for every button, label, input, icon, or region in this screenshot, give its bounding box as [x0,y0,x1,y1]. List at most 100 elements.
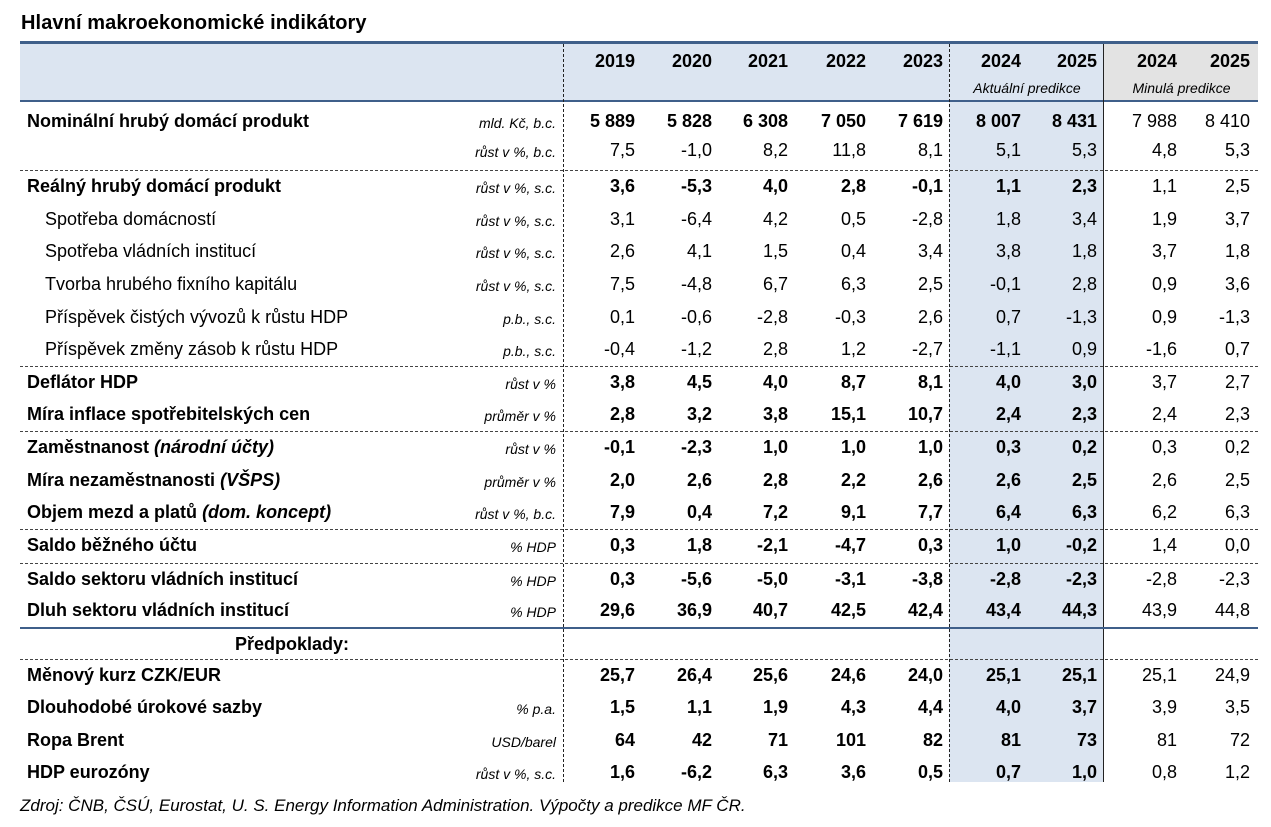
cell-value: 1,6 [609,762,635,782]
cell-value: -0,2 [1065,535,1097,555]
cell-value: 7,9 [609,502,635,522]
cell-value: 1,8 [686,535,712,555]
cell-value: 2,6 [1151,470,1177,490]
cell-value: 6 308 [742,111,788,131]
cell-value: 6,2 [1151,502,1177,522]
cell-value: 29,6 [599,600,635,620]
row-separator [20,431,1258,432]
cell-value: 0,3 [995,437,1021,457]
cell-value: 0,7 [1224,339,1250,359]
row-unit: % HDP [510,573,556,589]
row-label-text: Dluh sektoru vládních institucí [27,600,290,620]
row-separator [20,563,1258,564]
cell-value: -0,1 [603,437,635,457]
cell-value: 1,1 [1151,176,1177,196]
cell-value: 3,7 [1151,241,1177,261]
cell-value: 1,0 [1071,762,1097,782]
cell-value: 2,4 [1151,404,1177,424]
row-label-text: Saldo běžného účtu [27,535,198,555]
row-unit: růst v %, s.c. [475,213,556,229]
cell-value: 2,0 [609,470,635,490]
cell-value: 2,5 [1224,470,1250,490]
cell-value: 1,4 [1151,535,1177,555]
row-unit: % HDP [510,539,556,555]
cell-value: 26,4 [676,665,712,685]
cell-value: 2,8 [609,404,635,424]
cell-value: 3,4 [917,241,943,261]
cell-value: 1,2 [1224,762,1250,782]
table-row: Nominální hrubý domácí produkt mld. Kč, b… [20,107,1258,137]
cell-value: 2,7 [1224,372,1250,392]
cell-value: -0,1 [989,274,1021,294]
row-label-text: Míra nezaměstnanosti [27,470,216,490]
cell-value: 0,2 [1071,437,1097,457]
cell-value: 0,3 [917,535,943,555]
cell-value: -5,0 [756,569,788,589]
row-label: Příspěvek změny zásob k růstu HDP [45,339,338,360]
row-label: Saldo sektoru vládních institucí [27,569,298,590]
cell-value: 8,1 [917,372,943,392]
cell-value: -5,3 [680,176,712,196]
row-unit: p.b., s.c. [503,343,556,359]
cell-value: -0,4 [603,339,635,359]
row-unit: růst v % [505,441,556,457]
cell-value: 7,5 [609,274,635,294]
cell-value: 5 828 [666,111,712,131]
cell-value: 2,5 [917,274,943,294]
row-label: Příspěvek čistých vývozů k růstu HDP [45,307,348,328]
cell-value: 1,1 [686,697,712,717]
cell-value: 0,8 [1151,762,1177,782]
row-label: Objem mezd a platů (dom. koncept) [27,502,331,523]
actual-prediction-left-divider [949,44,950,782]
cell-value: 4,1 [686,241,712,261]
cell-value: -1,3 [1065,307,1097,327]
cell-value: 0,9 [1071,339,1097,359]
table-row: Měnový kurz CZK/EUR 25,7 26,4 25,6 24,6 24,0 2… [20,661,1258,691]
cell-value: 3,4 [1071,209,1097,229]
cell-value: 7,5 [609,140,635,160]
row-label: Dluh sektoru vládních institucí [27,600,289,621]
row-label: Ropa Brent [27,730,124,751]
cell-value: -4,7 [834,535,866,555]
header-separator [20,100,1258,102]
row-unit: p.b., s.c. [503,311,556,327]
row-label: Spotřeba vládních institucí [45,241,256,262]
table-row: Dluh sektoru vládních institucí % HDP 29,6… [20,596,1258,626]
row-label: Reálný hrubý domácí produkt [27,176,281,197]
page-title: Hlavní makroekonomické indikátory [21,12,367,34]
row-unit: růst v % [505,376,556,392]
cell-value: -2,7 [911,339,943,359]
row-label: Míra nezaměstnanosti (VŠPS) [27,470,280,491]
row-label: Nominální hrubý domácí produkt [27,111,309,132]
cell-value: -2,3 [1065,569,1097,589]
cell-value: 36,9 [676,600,712,620]
cell-value: 1,2 [840,339,866,359]
row-label: Tvorba hrubého fixního kapitálu [45,274,297,295]
cell-value: -4,8 [680,274,712,294]
unit-column-divider [563,44,564,782]
row-label-text: Nominální hrubý domácí produkt [27,111,310,131]
row-label-text: Ropa Brent [27,730,125,750]
cell-value: 2,5 [1071,470,1097,490]
cell-value: 25,7 [599,665,635,685]
row-label-note: (národní účty) [154,437,275,457]
cell-value: 2,8 [840,176,866,196]
cell-value: 0,9 [1151,307,1177,327]
cell-value: 3,8 [609,372,635,392]
cell-value: 4,0 [995,697,1021,717]
table-row: Tvorba hrubého fixního kapitálu růst v %,… [20,270,1258,300]
cell-value: 8,1 [917,140,943,160]
cell-value: 4,2 [762,209,788,229]
cell-value: 7,7 [917,502,943,522]
row-label: Měnový kurz CZK/EUR [27,665,221,686]
table-row: růst v %, b.c. 7,5 -1,0 8,2 11,8 8,1 5,1 5,3 4,8… [20,136,1258,166]
cell-value: 3,1 [609,209,635,229]
cell-value: 0,0 [1224,535,1250,555]
row-unit: USD/barel [491,734,556,750]
cell-value: 0,5 [917,762,943,782]
row-label-text: Spotřeba vládních institucí [45,241,257,261]
row-label-text: Zaměstnanost [27,437,150,457]
cell-value: 3,0 [1071,372,1097,392]
cell-value: 43,4 [985,600,1021,620]
row-separator [20,659,1258,660]
